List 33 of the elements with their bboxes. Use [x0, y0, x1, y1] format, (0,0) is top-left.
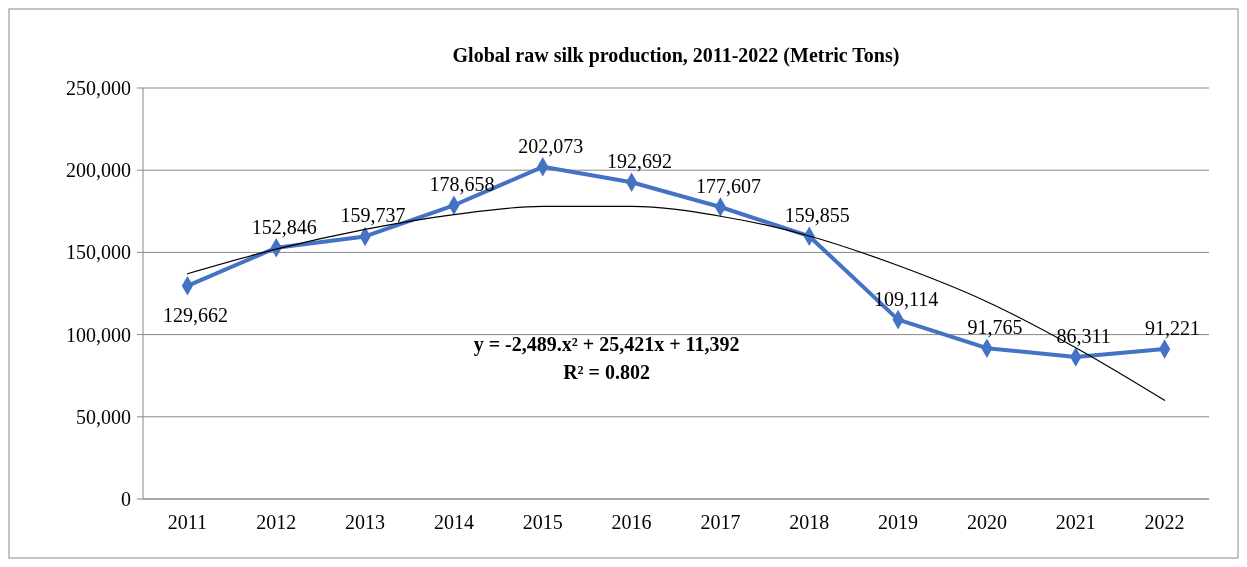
y-tick-label: 50,000: [76, 405, 131, 428]
annotation: R² = 0.802: [563, 361, 651, 384]
data-label: 159,855: [784, 204, 850, 227]
data-label: 91,221: [1145, 317, 1201, 340]
y-tick-label: 100,000: [66, 323, 131, 346]
x-tick-label: 2016: [611, 511, 652, 533]
y-tick-label: 250,000: [66, 77, 131, 99]
x-tick-label: 2011: [167, 511, 208, 533]
x-tick-label: 2017: [700, 511, 741, 533]
data-label: 159,737: [340, 204, 406, 227]
x-tick-label: 2020: [966, 511, 1007, 533]
x-tick-label: 2015: [522, 511, 563, 533]
y-tick-label: 0: [121, 488, 131, 510]
data-label: 177,607: [695, 175, 761, 198]
annotation: y = -2,489.x² + 25,421x + 11,392: [473, 333, 740, 357]
x-tick-label: 2019: [878, 511, 919, 533]
data-label: 129,662: [162, 303, 228, 326]
y-tick-label: 200,000: [66, 159, 131, 182]
x-tick-label: 2018: [789, 511, 830, 533]
chart-title: Global raw silk production, 2011-2022 (Metric Tons): [452, 44, 900, 67]
x-tick-label: 2012: [256, 511, 297, 533]
data-label: 192,692: [607, 150, 673, 173]
data-label: 178,658: [429, 173, 495, 196]
data-label: 152,846: [251, 215, 317, 238]
y-tick-label: 150,000: [66, 241, 131, 264]
data-label: 86,311: [1056, 325, 1111, 348]
x-tick-label: 2014: [433, 511, 474, 533]
x-tick-label: 2013: [345, 511, 386, 533]
x-tick-label: 2022: [1144, 511, 1185, 533]
data-label: 109,114: [873, 287, 939, 310]
data-label: 91,765: [967, 316, 1023, 339]
x-tick-label: 2021: [1055, 511, 1096, 533]
data-label: 202,073: [518, 134, 584, 157]
